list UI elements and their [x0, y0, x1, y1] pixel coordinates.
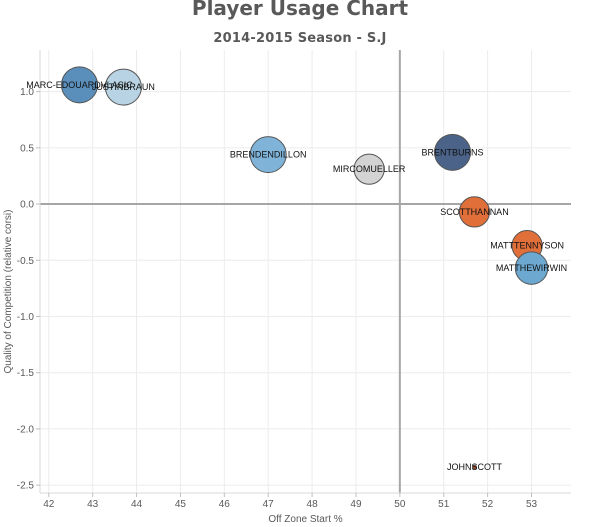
y-tick-label: 0.0: [20, 200, 34, 211]
x-tick-label: 51: [438, 499, 450, 510]
y-tick-label: -2.5: [17, 481, 35, 492]
point-label: JOHNSCOTT: [447, 462, 503, 472]
axes: [39, 50, 571, 494]
point-label: SCOTTHANNAN: [440, 207, 509, 217]
y-tick-label: -1.0: [17, 312, 35, 323]
x-tick-label: 44: [131, 499, 143, 510]
y-tick-label: 1.0: [20, 87, 34, 98]
point-label: BRENDENDILLON: [230, 150, 307, 160]
x-tick-label: 43: [87, 499, 99, 510]
data-point[interactable]: [514, 251, 549, 285]
x-axis-ticks: 42 43 44 45 46 47 48 49 50 51 52 53: [43, 493, 538, 510]
y-axis-label: Quality of Competition (relative corsi): [3, 210, 14, 374]
y-tick-label: -2.0: [17, 424, 35, 435]
y-tick-label: 0.5: [20, 143, 34, 154]
data-point[interactable]: [353, 153, 385, 185]
point-label: MATTHEWIRWIN: [496, 263, 567, 273]
y-tick-label: -0.5: [17, 256, 35, 267]
data-point[interactable]: [60, 66, 98, 104]
x-tick-label: 42: [43, 499, 55, 510]
x-tick-label: 48: [307, 499, 319, 510]
x-axis-label: Off Zone Start %: [268, 514, 342, 525]
reference-lines: [40, 50, 571, 493]
chart-subtitle: 2014-2015 Season - S.J: [213, 31, 387, 46]
chart-title: Player Usage Chart: [191, 0, 409, 20]
data-point[interactable]: [458, 196, 491, 228]
x-tick-label: 47: [263, 499, 275, 510]
x-tick-label: 50: [394, 499, 406, 510]
point-label: BRENTBURNS: [422, 147, 484, 157]
point-label: JUSTINBRAUN: [92, 82, 155, 92]
point-label: MIRCOMUELLER: [333, 164, 406, 174]
data-point[interactable]: [434, 133, 472, 171]
x-tick-label: 53: [526, 499, 538, 510]
y-axis-ticks: 1.0 0.5 0.0 -0.5 -1.0 -1.5 -2.0 -2.5: [17, 87, 40, 492]
point-label: MARC-EDOUARDVLASIC: [26, 80, 133, 90]
point-label: MATTTENNYSON: [490, 241, 564, 251]
x-tick-label: 52: [482, 499, 494, 510]
data-point[interactable]: [471, 464, 477, 470]
data-point[interactable]: [104, 68, 142, 106]
y-tick-label: -1.5: [17, 368, 35, 379]
x-tick-label: 45: [175, 499, 187, 510]
grid-lines: [40, 50, 571, 493]
data-point[interactable]: [249, 136, 287, 174]
x-tick-label: 46: [219, 499, 231, 510]
x-tick-label: 49: [350, 499, 362, 510]
data-points: [60, 66, 549, 470]
